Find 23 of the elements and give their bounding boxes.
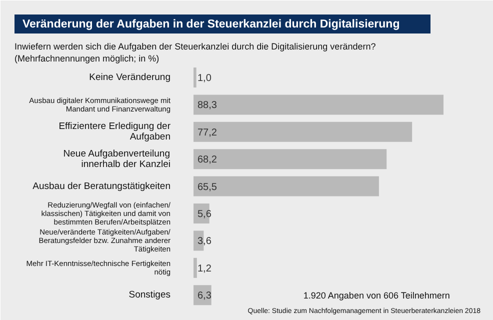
annotation: 1.920 Angaben von 606 Teilnehmern bbox=[303, 290, 450, 300]
data-label: 5,6 bbox=[198, 209, 212, 220]
data-label: 1,0 bbox=[198, 73, 212, 84]
data-label: 77,2 bbox=[198, 127, 218, 138]
data-label: 6,3 bbox=[198, 290, 212, 302]
chart-title: Veränderung der Aufgaben in der Steuerkanzlei durch Digitalisierung bbox=[22, 18, 400, 30]
bar bbox=[194, 122, 412, 142]
bar bbox=[194, 68, 196, 88]
data-label: 1,2 bbox=[198, 263, 212, 274]
data-label: 68,2 bbox=[198, 154, 218, 166]
chart-subtitle: Inwiefern werden sich die Aufgaben der Steuerkanzlei durch die Digitalisierung verändern? (Mehrfachnennungen möglich; in %) bbox=[14, 42, 376, 64]
data-label: 65,5 bbox=[198, 182, 218, 193]
bar bbox=[194, 176, 379, 196]
data-label: 3,6 bbox=[198, 236, 212, 248]
bar bbox=[194, 149, 387, 170]
y-tick-label: Ausbau der Beratungstätigkeiten bbox=[32, 180, 170, 192]
y-tick-label: Effizientere Erledigung der Aufgaben bbox=[58, 121, 171, 143]
data-label: 88,3 bbox=[198, 100, 218, 112]
y-tick-label: Keine Veränderung bbox=[89, 72, 170, 83]
y-tick-label: Neue Aufgabenverteilung innerhalb der Kanzlei bbox=[63, 148, 171, 170]
bar bbox=[194, 258, 197, 278]
bar bbox=[194, 94, 444, 115]
y-tick-label: Sonstiges bbox=[128, 290, 171, 301]
